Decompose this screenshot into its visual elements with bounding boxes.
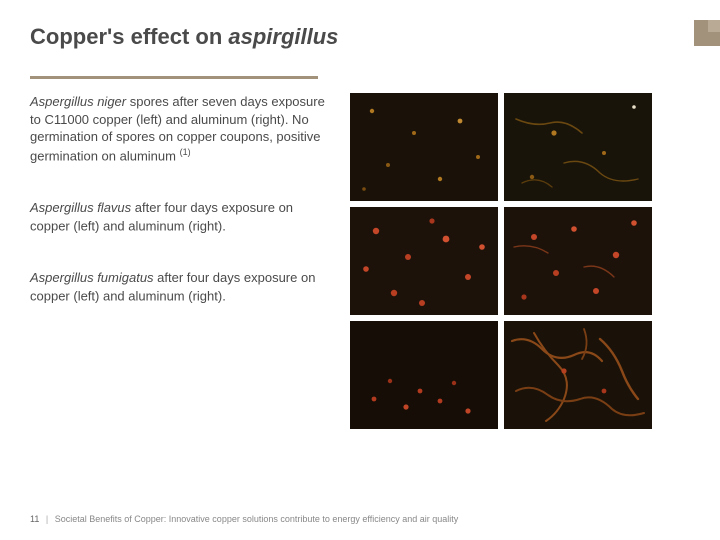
micrograph-r3-aluminum xyxy=(504,321,652,429)
slide: Copper's effect on aspirgillus Aspergill… xyxy=(0,0,720,540)
caption-2: Aspergillus flavus after four days expos… xyxy=(30,199,334,235)
micrograph-grid xyxy=(350,93,652,429)
text-column: Aspergillus niger spores after seven day… xyxy=(30,93,350,429)
corner-accent-box xyxy=(694,20,720,46)
slide-footer: 11 | Societal Benefits of Copper: Innova… xyxy=(30,514,458,524)
species-name: Aspergillus flavus xyxy=(30,200,131,215)
micrograph-r2-copper xyxy=(350,207,498,315)
micrograph-r2-aluminum xyxy=(504,207,652,315)
caption-1: Aspergillus niger spores after seven day… xyxy=(30,93,334,165)
micrograph-r3-copper xyxy=(350,321,498,429)
title-rule xyxy=(30,76,318,79)
caption-superscript: (1) xyxy=(180,147,191,157)
species-name: Aspergillus fumigatus xyxy=(30,270,154,285)
species-name: Aspergillus niger xyxy=(30,94,126,109)
footer-text: Societal Benefits of Copper: Innovative … xyxy=(55,514,459,524)
slide-title: Copper's effect on aspirgillus xyxy=(30,24,690,50)
corner-accent-inner xyxy=(708,20,720,32)
title-prefix: Copper's effect on xyxy=(30,24,228,49)
body-row: Aspergillus niger spores after seven day… xyxy=(30,93,690,429)
caption-3: Aspergillus fumigatus after four days ex… xyxy=(30,269,334,305)
footer-separator: | xyxy=(46,514,48,524)
micrograph-r1-aluminum xyxy=(504,93,652,201)
page-number: 11 xyxy=(30,514,39,524)
title-italic: aspirgillus xyxy=(228,24,338,49)
micrograph-r1-copper xyxy=(350,93,498,201)
